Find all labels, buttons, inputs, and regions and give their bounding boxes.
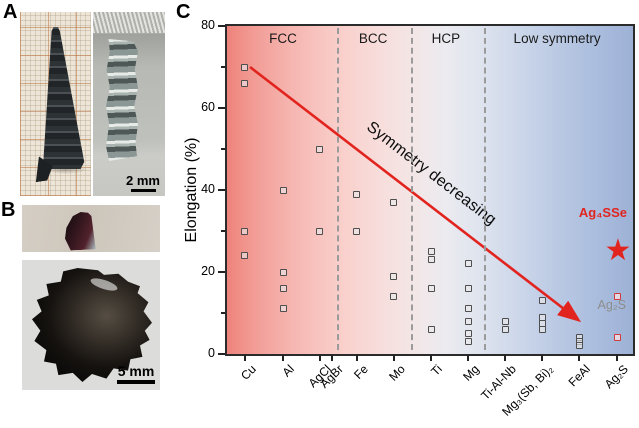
photo-flattened-disc: 5 mm <box>22 260 160 390</box>
x-axis-tick <box>393 355 395 361</box>
background-texture <box>93 12 165 33</box>
y-tick-label: 20 <box>201 264 215 278</box>
x-axis-tick <box>541 355 543 361</box>
data-point-square <box>501 325 509 333</box>
data-point-square <box>464 260 472 268</box>
data-point-square <box>241 79 249 87</box>
data-point-square <box>464 317 472 325</box>
y-axis-major-tick <box>218 25 225 27</box>
x-axis-tick <box>356 355 358 361</box>
x-axis-tick <box>244 355 246 361</box>
panel-c-label: C <box>176 1 191 23</box>
x-tick-label-FeAl: FeAl <box>565 362 593 390</box>
x-axis-tick <box>331 355 333 361</box>
region-divider-line <box>484 28 487 350</box>
x-tick-label-Fe: Fe <box>350 362 371 382</box>
ag2s-label: Ag₂S <box>597 298 626 312</box>
scale-bar-text: 5 mm <box>117 363 155 380</box>
panel-b-label: B <box>1 199 16 221</box>
data-point-square <box>241 63 249 71</box>
symmetry-arrow <box>249 65 582 323</box>
x-axis-tick <box>319 355 321 361</box>
x-axis-tick <box>430 355 432 361</box>
scale-bar-5mm: 5 mm <box>117 364 155 384</box>
x-tick-label-Mo: Mo <box>386 362 408 384</box>
x-tick-label-Al: Al <box>279 362 297 380</box>
scale-bar-line <box>117 380 155 384</box>
photo-helix-sample: 2 mm <box>93 12 165 196</box>
data-point-square <box>427 325 435 333</box>
x-tick-label-Mg: Mg <box>460 362 483 384</box>
data-point-square <box>538 325 546 333</box>
data-point-square <box>279 305 287 313</box>
region-label-hcp: HCP <box>431 31 461 46</box>
data-point-square <box>390 272 398 280</box>
x-axis-tick <box>467 355 469 361</box>
x-axis-tick <box>616 355 618 361</box>
cone-sample <box>43 27 85 169</box>
y-tick-label: 40 <box>201 182 215 196</box>
data-point-square <box>316 145 324 153</box>
data-point-square <box>316 227 324 235</box>
scale-bar-2mm: 2 mm <box>126 174 160 192</box>
data-point-square <box>279 268 287 276</box>
data-point-square <box>427 284 435 292</box>
data-point-square <box>390 198 398 206</box>
shard-sample <box>63 211 97 251</box>
helix-sample <box>106 39 138 161</box>
data-point-square <box>353 227 361 235</box>
region-label-bcc: BCC <box>358 31 388 46</box>
y-axis-minor-tick <box>221 230 225 232</box>
y-axis-major-tick <box>218 353 225 355</box>
region-divider-line <box>411 28 414 350</box>
x-axis-tick <box>504 355 506 361</box>
region-label-fcc: FCC <box>269 31 297 46</box>
x-tick-label-AgS: Ag₂S <box>601 362 632 392</box>
ag4sse-label: Ag₄SSe <box>578 205 627 220</box>
y-axis-major-tick <box>218 107 225 109</box>
photo-shard <box>22 205 160 252</box>
x-tick-label-Cu: Cu <box>238 362 259 383</box>
data-point-square <box>613 334 621 342</box>
ag4sse-star-marker: ★ <box>604 233 632 267</box>
y-axis-minor-tick <box>221 66 225 68</box>
data-point-square <box>538 297 546 305</box>
data-point-square <box>390 293 398 301</box>
photo-cone-on-graph-paper <box>20 12 91 196</box>
data-point-square <box>427 256 435 264</box>
plot-area: Symmetry decreasing ★ Ag₄SSe Ag₂S 0 20 40 6… <box>201 18 635 419</box>
data-point-square <box>613 293 621 301</box>
data-point-square <box>279 284 287 292</box>
data-point-square <box>464 305 472 313</box>
scale-bar-line <box>130 189 156 192</box>
y-axis-major-tick <box>218 189 225 191</box>
data-point-square <box>241 227 249 235</box>
data-point-square <box>464 338 472 346</box>
y-tick-label: 80 <box>201 18 215 32</box>
cone-shadow <box>42 165 88 174</box>
y-tick-label: 0 <box>208 346 215 360</box>
x-tick-label-Ti: Ti <box>428 362 446 379</box>
y-axis-major-tick <box>218 271 225 273</box>
data-point-square <box>353 190 361 198</box>
data-point-square <box>464 284 472 292</box>
y-axis-minor-tick <box>221 148 225 150</box>
data-point-square <box>464 330 472 337</box>
data-point-square <box>279 186 287 194</box>
data-point-square <box>427 248 435 255</box>
region-label-low-symmetry: Low symmetry <box>513 31 601 46</box>
y-tick-label: 60 <box>201 100 215 114</box>
data-point-square <box>575 342 583 350</box>
scale-bar-text: 2 mm <box>126 173 160 189</box>
x-axis-tick <box>578 355 580 361</box>
panel-a-label: A <box>3 1 18 23</box>
x-axis-tick <box>282 355 284 361</box>
region-divider-line <box>336 28 339 350</box>
data-point-square <box>501 317 509 325</box>
y-axis-minor-tick <box>221 312 225 314</box>
data-point-square <box>241 252 249 260</box>
